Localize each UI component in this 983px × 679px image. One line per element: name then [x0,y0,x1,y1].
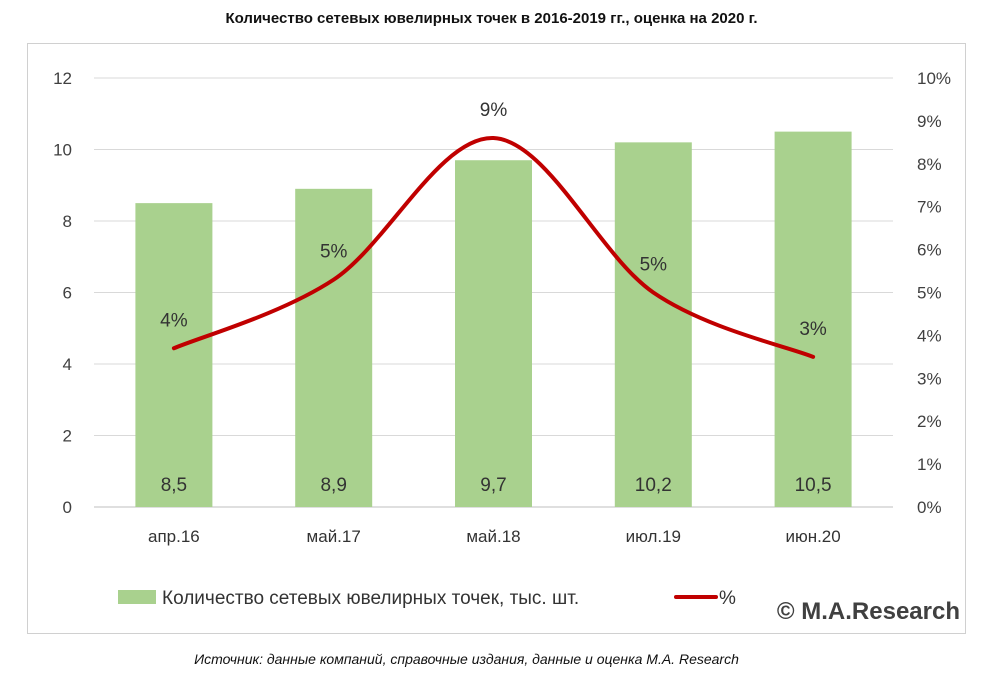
y-right-tick-label: 9% [917,112,942,131]
x-tick-label: апр.16 [148,527,200,546]
bar-value-label: 8,9 [320,475,346,496]
line-value-label: 4% [160,310,188,331]
watermark: © M.A.Research [777,598,960,625]
legend: Количество сетевых ювелирных точек, тыс.… [118,588,736,609]
y-right-tick-label: 10% [917,69,951,88]
source-note: Источник: данные компаний, справочные из… [194,651,739,667]
y-left-tick-label: 2 [63,427,72,446]
chart-frame [27,43,966,634]
bar [614,142,692,507]
percent-line [171,136,816,359]
bar-value-label: 10,5 [795,475,832,496]
chart-title: Количество сетевых ювелирных точек в 201… [225,10,758,27]
y-right-tick-label: 0% [917,498,942,517]
bar-series [135,131,852,507]
y-right-tick-label: 2% [917,412,942,431]
y-right-tick-label: 8% [917,155,942,174]
legend-swatch-bars [118,590,156,604]
x-tick-label: май.17 [307,527,361,546]
legend-label-line: % [719,588,736,609]
y-left-tick-label: 12 [53,69,72,88]
line-value-label: 3% [799,319,827,340]
line-value-label: 5% [320,242,348,263]
line-value-label: 9% [480,100,508,121]
y-left-tick-label: 6 [63,284,72,303]
legend-label-bars: Количество сетевых ювелирных точек, тыс.… [162,588,579,609]
line-series [171,136,816,359]
bar [295,188,373,507]
data-labels: 8,5 8,9 9,7 10,2 10,5 4% 5% 9% 5% 3% [160,100,831,496]
y-right-tick-label: 6% [917,241,942,260]
x-tick-label: июн.20 [785,527,840,546]
y-right-tick-label: 4% [917,326,942,345]
x-tick-label: июл.19 [626,527,681,546]
bar [455,160,532,507]
y-right-tick-label: 1% [917,455,942,474]
line-value-label: 5% [640,255,668,276]
bar-value-label: 9,7 [480,475,506,496]
bar [135,203,213,507]
y-right-tick-label: 3% [917,369,942,388]
x-tick-label: май.18 [466,527,520,546]
y-left-tick-label: 0 [63,498,72,517]
y-left-tick-label: 8 [63,212,72,231]
bar [774,131,852,507]
y-left-tick-label: 4 [63,355,72,374]
bar-value-label: 8,5 [161,475,187,496]
y-left-tick-label: 10 [53,141,72,160]
y-right-tick-label: 5% [917,284,942,303]
bar-value-label: 10,2 [635,475,672,496]
axes: 0 2 4 6 8 10 12 0% 1% 2% 3% 4% 5% 6% 7% 8% 9% 10% апр.16 ма… [53,69,951,546]
y-right-tick-label: 7% [917,198,942,217]
